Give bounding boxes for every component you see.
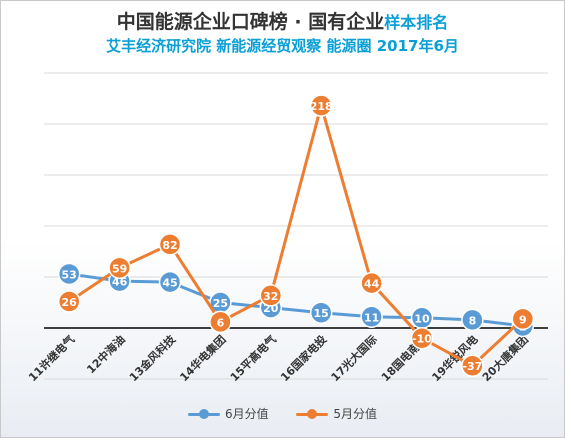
x-tick-label: 16国家电投 — [277, 332, 329, 384]
chart-title: 中国能源企业口碑榜 · 国有企业样本排名 — [1, 7, 564, 34]
chart-title-accent: 样本排名 — [384, 13, 449, 32]
data-label: 6 — [217, 316, 225, 329]
data-label: 25 — [213, 297, 228, 310]
data-point — [410, 326, 434, 350]
data-label: 53 — [62, 268, 77, 281]
data-point — [511, 307, 535, 331]
data-point — [360, 271, 383, 295]
data-point — [309, 301, 333, 324]
data-point — [209, 310, 232, 334]
legend-item-june: 6月分值 — [187, 405, 269, 422]
x-tick-label: 13金风科技 — [126, 332, 179, 385]
data-point — [259, 284, 283, 307]
data-point — [461, 308, 484, 332]
data-label: -37 — [462, 360, 482, 373]
x-tick-label: 14华电集团 — [177, 332, 229, 384]
x-tick-label: 20大唐集团 — [479, 332, 531, 384]
data-point — [57, 290, 81, 313]
legend: 6月分值 5月分值 — [1, 405, 564, 422]
legend-label-may: 5月分值 — [333, 407, 378, 421]
data-label: 10 — [414, 312, 430, 325]
series-1: 26 59 82 6 32 218 44 -10 -37 9 — [57, 94, 535, 377]
legend-swatch-may — [296, 408, 329, 419]
data-point — [461, 354, 484, 377]
data-label: 8 — [469, 314, 477, 327]
data-label: 32 — [263, 290, 278, 303]
legend-label-june: 6月分值 — [224, 407, 269, 421]
data-label: 11 — [364, 311, 379, 324]
x-tick-label: 12中海油 — [84, 332, 128, 376]
data-point — [158, 270, 182, 294]
data-label: 45 — [162, 277, 177, 290]
data-point — [309, 94, 333, 117]
series-line — [68, 104, 524, 368]
data-label: 218 — [310, 100, 333, 113]
data-point — [57, 262, 81, 286]
chart-title-main: 中国能源企业口碑榜 · 国有企业 — [116, 11, 385, 33]
data-label: 9 — [519, 313, 527, 326]
data-point — [158, 233, 182, 256]
data-label: 15 — [314, 307, 329, 320]
data-label: 26 — [62, 296, 78, 309]
data-label: 59 — [112, 262, 127, 275]
legend-swatch-june — [187, 408, 220, 419]
series-line — [68, 272, 523, 328]
data-label: 46 — [112, 276, 128, 289]
data-label: -10 — [412, 333, 432, 346]
data-point — [360, 305, 383, 329]
x-tick-label: 11许继电气 — [25, 332, 77, 384]
data-label: 44 — [364, 278, 380, 291]
chart-subtitle: 艾丰经济研究院 新能源经贸观察 能源圈 2017年6月 — [106, 37, 459, 55]
legend-item-may: 5月分值 — [296, 405, 377, 422]
data-point — [108, 256, 131, 280]
data-label: 82 — [162, 239, 177, 252]
x-tick-label: 15平高电气 — [227, 332, 279, 384]
x-tick-label: 17光大国际 — [328, 332, 380, 384]
gridlines — [44, 72, 548, 380]
